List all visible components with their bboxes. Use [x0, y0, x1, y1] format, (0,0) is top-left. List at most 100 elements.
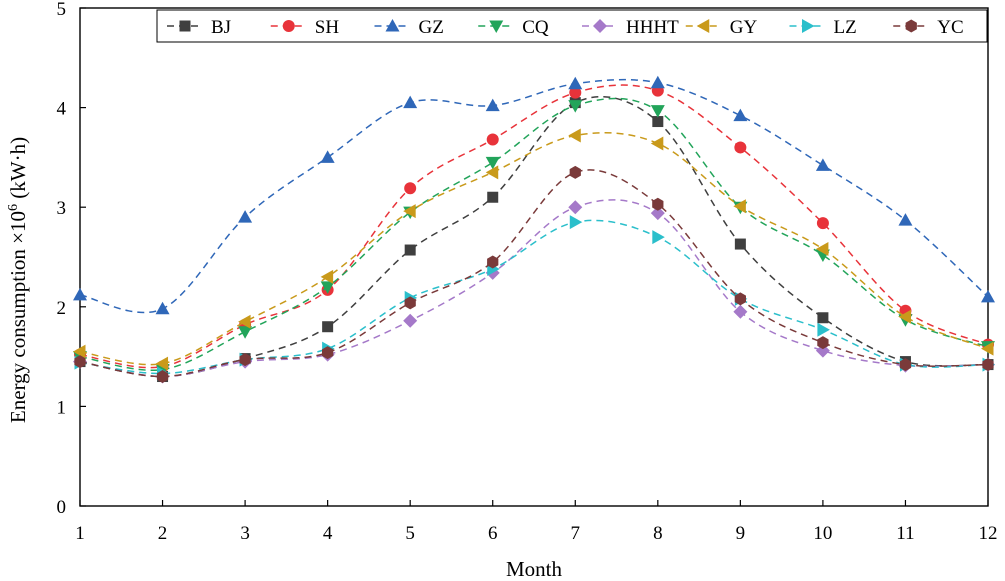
data-point-lz — [569, 215, 583, 230]
data-point-bj — [404, 244, 416, 256]
legend-marker-gy — [696, 19, 710, 33]
legend-label-cq: CQ — [522, 17, 549, 38]
data-point-yc — [982, 358, 994, 372]
y-tick-label: 4 — [57, 99, 67, 120]
data-point-gz — [238, 210, 253, 223]
data-point-hhht — [650, 206, 665, 221]
series-lz — [74, 215, 995, 381]
data-point-gz — [320, 150, 335, 163]
x-tick-label: 5 — [405, 523, 415, 544]
data-point-sh — [486, 133, 499, 146]
legend-label-bj: BJ — [211, 17, 231, 38]
y-axis-title-exponent: 6 — [6, 204, 21, 211]
data-point-gy — [815, 242, 829, 257]
x-tick-label: 2 — [158, 523, 168, 544]
x-axis-title: Month — [506, 557, 563, 581]
data-point-yc — [404, 296, 416, 310]
data-point-gz — [73, 287, 87, 301]
data-point-yc — [734, 292, 746, 306]
x-tick-label: 7 — [571, 523, 581, 544]
data-point-gy — [898, 309, 911, 324]
x-tick-label: 1 — [75, 523, 85, 544]
data-point-gy — [650, 136, 664, 151]
x-tick-label: 6 — [488, 523, 498, 544]
data-point-yc — [652, 197, 664, 211]
series-gy — [73, 128, 994, 371]
data-point-bj — [817, 312, 829, 324]
legend-marker-hhht — [593, 19, 607, 33]
data-point-lz — [817, 322, 830, 337]
data-point-yc — [817, 336, 829, 350]
x-tick-label: 10 — [813, 523, 832, 544]
y-tick-label: 5 — [57, 0, 67, 20]
x-tick-label: 8 — [653, 523, 663, 544]
data-point-gy — [733, 199, 746, 214]
data-point-gz — [650, 75, 665, 89]
data-point-bj — [487, 191, 499, 203]
data-point-lz — [652, 230, 665, 245]
data-point-gz — [815, 158, 830, 171]
series-line-hhht — [79, 199, 989, 378]
series-gz — [73, 75, 995, 315]
x-tick-label: 12 — [979, 523, 998, 544]
data-point-gy — [73, 344, 86, 359]
series-line-lz — [79, 219, 989, 375]
series-line-cq — [79, 97, 989, 372]
y-tick-label: 3 — [57, 198, 67, 219]
data-point-gz — [898, 213, 913, 226]
data-point-bj — [652, 116, 664, 128]
data-point-gz — [568, 76, 583, 90]
series-yc — [74, 165, 994, 384]
data-point-hhht — [568, 200, 583, 215]
y-tick-label: 2 — [57, 298, 67, 319]
series-bj — [74, 95, 994, 383]
legend-label-gz: GZ — [419, 17, 444, 38]
data-point-gz — [485, 98, 500, 112]
legend-marker-yc — [905, 19, 917, 33]
legend-marker-gz — [385, 19, 400, 32]
legend-label-gy: GY — [730, 17, 758, 38]
y-axis-title-main: Energy consumption ×10 — [6, 211, 30, 423]
series-line-sh — [79, 84, 989, 369]
series-line-gz — [79, 78, 989, 314]
data-point-yc — [569, 165, 581, 179]
series-line-bj — [79, 95, 989, 378]
legend-marker-sh — [282, 20, 295, 32]
data-point-gz — [155, 301, 170, 315]
series-hhht — [73, 199, 995, 384]
series-cq — [73, 97, 995, 377]
y-tick-label: 1 — [57, 397, 67, 418]
data-point-yc — [322, 346, 334, 360]
data-point-gz — [733, 108, 748, 122]
data-point-sh — [734, 141, 747, 154]
data-point-cq — [238, 326, 253, 339]
data-point-bj — [322, 321, 334, 333]
y-axis-title-unit: (kW·h) — [6, 137, 30, 204]
data-point-yc — [487, 255, 499, 269]
data-point-cq — [485, 156, 500, 170]
data-point-gy — [320, 269, 334, 284]
x-tick-label: 3 — [240, 523, 250, 544]
data-point-hhht — [403, 313, 418, 328]
x-tick-label: 9 — [736, 523, 746, 544]
legend: BJ SH GZ CQ HHHT GY LZ YC — [156, 9, 988, 43]
legend-box — [156, 9, 988, 43]
data-point-gy — [403, 204, 416, 219]
data-point-cq — [650, 105, 665, 118]
data-point-gy — [238, 314, 251, 329]
x-tick-label: 4 — [323, 523, 333, 544]
data-point-bj — [734, 238, 746, 250]
y-tick-label: 0 — [57, 497, 67, 518]
data-point-gz — [981, 289, 995, 303]
data-point-gy — [155, 356, 169, 371]
data-point-yc — [899, 358, 912, 372]
data-point-sh — [404, 182, 417, 195]
legend-label-hhht: HHHT — [626, 17, 679, 38]
data-point-gz — [403, 95, 418, 109]
legend-label-lz: LZ — [834, 17, 857, 38]
plot-frame — [79, 7, 989, 507]
x-tick-label: 11 — [896, 523, 914, 544]
data-point-yc — [156, 370, 169, 384]
y-axis-title: Energy consumption ×106 (kW·h) — [6, 137, 30, 423]
